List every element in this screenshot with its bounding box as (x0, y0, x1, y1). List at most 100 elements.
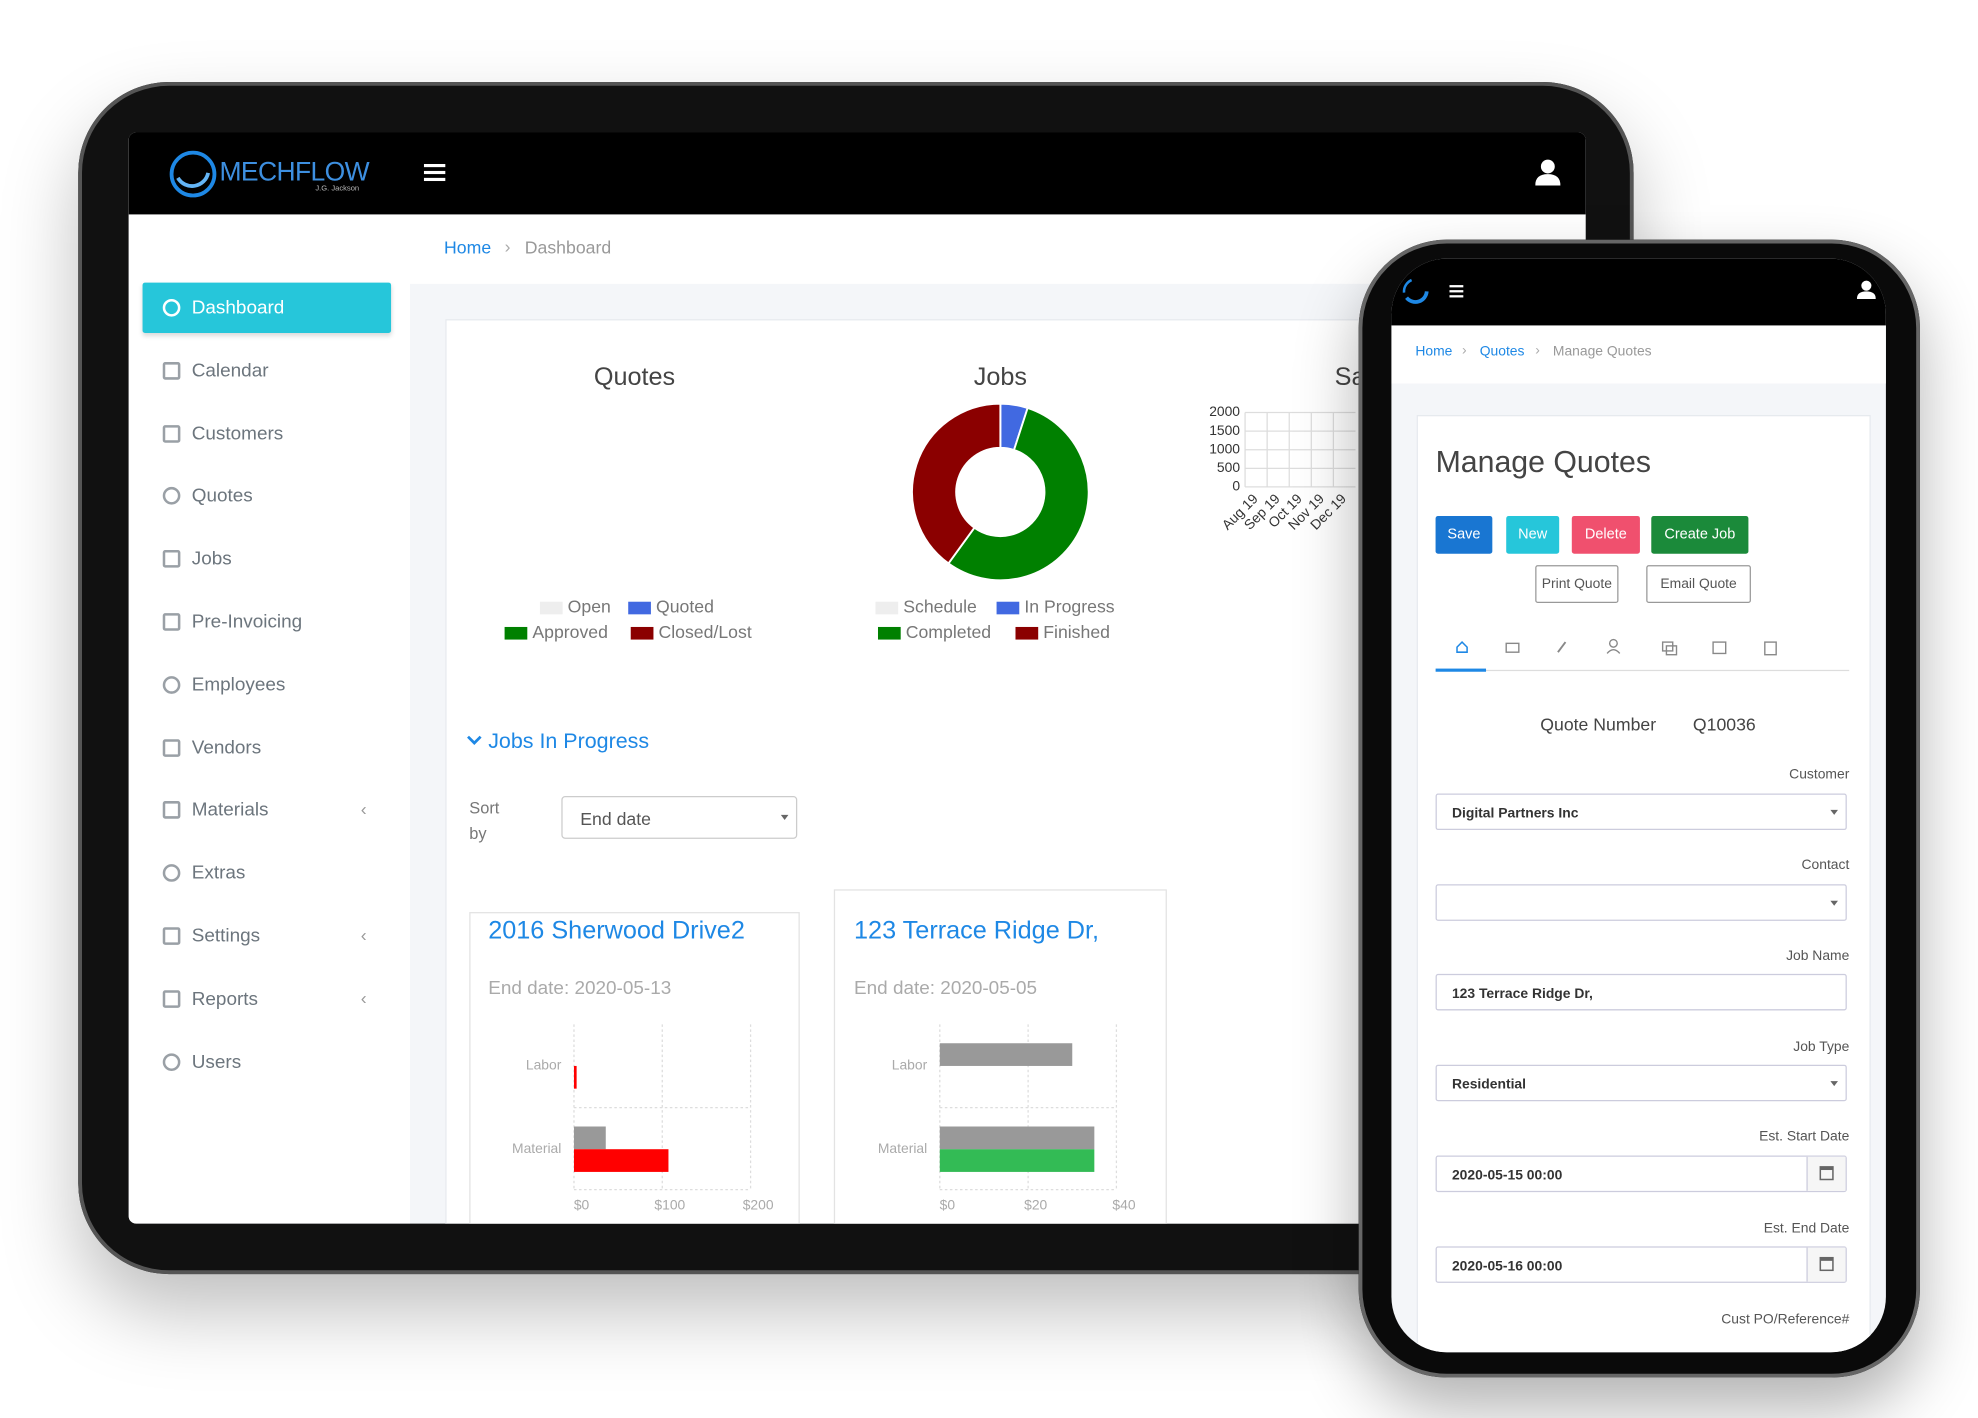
y-tick-label: 2000 (1209, 403, 1240, 419)
new-button[interactable]: New (1506, 515, 1560, 554)
menu-toggle[interactable] (423, 163, 447, 183)
chart-title: Jobs (974, 363, 1027, 391)
page-title: Manage Quotes (1435, 445, 1652, 480)
legend-swatch (539, 601, 563, 615)
nav-item[interactable]: Materials (191, 799, 269, 822)
legend-label: Open (568, 597, 611, 617)
select-caret (1830, 1081, 1838, 1087)
y-tick-label: 0 (1232, 478, 1240, 494)
legend-label: Closed/Lost (658, 622, 751, 642)
start-date-input[interactable]: 2020-05-15 00:00 (1435, 1155, 1847, 1193)
nav-item[interactable]: Customers (191, 422, 284, 445)
nav-item[interactable]: Reports (191, 988, 259, 1010)
job-end-date: End date: 2020-05-13 (488, 977, 672, 1000)
donut-segment (947, 406, 1090, 582)
breadcrumb-bar: Home › Quotes › Manage Quotes (1391, 325, 1886, 384)
calendar-button[interactable] (1806, 1156, 1846, 1191)
cust-po-label: Cust PO/Reference# (1721, 1311, 1850, 1328)
legend-label: Schedule (903, 597, 977, 617)
x-tick-label: $20 (1024, 1197, 1047, 1213)
breadcrumb-link[interactable]: Quotes (1479, 344, 1525, 360)
select-caret (1830, 809, 1838, 815)
calendar-button[interactable] (1806, 1247, 1846, 1282)
user-menu[interactable] (1856, 280, 1876, 300)
job-name-input[interactable]: 123 Terrace Ridge Dr, (1435, 973, 1847, 1011)
job-type-select[interactable]: Residential (1435, 1064, 1847, 1102)
menu-toggle[interactable] (1449, 284, 1464, 298)
legend-label: Approved (532, 622, 608, 642)
y-tick-label: Labor (892, 1057, 928, 1073)
y-tick-label: 1000 (1209, 440, 1240, 456)
end-date-input[interactable]: 2020-05-16 00:00 (1435, 1246, 1847, 1283)
breadcrumb-current: Dashboard (524, 237, 612, 258)
y-tick-label: 1500 (1209, 422, 1240, 438)
breadcrumb-link[interactable]: Home (1415, 344, 1453, 360)
x-tick-label: $0 (574, 1197, 590, 1213)
create-job-button[interactable]: Create Job (1651, 515, 1749, 554)
legend-swatch (1015, 626, 1039, 640)
breadcrumb-separator: › (1462, 343, 1467, 359)
customer-select[interactable]: Digital Partners Inc (1435, 793, 1847, 831)
nav-icon (162, 927, 181, 945)
nav-icon (162, 801, 181, 820)
job-title[interactable]: 2016 Sherwood Drive2 (488, 917, 745, 945)
job-title[interactable]: 123 Terrace Ridge Dr, (854, 917, 1099, 945)
section-title[interactable]: Jobs In Progress (488, 729, 650, 754)
x-tick-label: $0 (940, 1197, 956, 1213)
nav-item[interactable]: Users (191, 1050, 242, 1073)
nav-icon (162, 675, 181, 694)
sort-label: Sort by (469, 798, 500, 843)
donut-segment (911, 402, 1002, 565)
sort-value: End date (580, 808, 652, 829)
print-quote-button[interactable]: Print Quote (1535, 565, 1619, 603)
job-type-value: Residential (1451, 1077, 1526, 1093)
form-card (1416, 415, 1871, 1353)
breadcrumb-link[interactable]: Home (444, 237, 492, 258)
x-tick-label: $100 (654, 1197, 685, 1213)
sort-select[interactable]: End date (561, 795, 798, 839)
nav-icon (162, 864, 181, 883)
y-tick-label: Material (512, 1140, 561, 1156)
collapse-icon[interactable] (467, 734, 482, 747)
nav-item[interactable]: Jobs (191, 548, 232, 570)
start-date-label: Est. Start Date (1759, 1129, 1850, 1145)
legend-swatch (628, 601, 651, 615)
quote-number-label: Quote Number (1540, 713, 1657, 735)
nav-item[interactable]: Extras (191, 862, 246, 884)
active-nav-bg (142, 282, 392, 334)
form-tabs[interactable] (1435, 632, 1850, 675)
legend-label: Quoted (656, 597, 714, 617)
contact-select[interactable] (1435, 884, 1847, 921)
nav-item[interactable]: Quotes (191, 485, 253, 507)
chart-title: Quotes (594, 363, 675, 391)
phone-screen: Home › Quotes › Manage Quotes Manage Quo… (1391, 258, 1886, 1353)
email-quote-button[interactable]: Email Quote (1646, 565, 1751, 603)
bar (573, 1126, 606, 1150)
bar (573, 1149, 669, 1172)
breadcrumb-separator: › (504, 235, 511, 257)
job-name-label: Job Name (1786, 948, 1850, 964)
delete-button[interactable]: Delete (1571, 515, 1640, 554)
end-date-value: 2020-05-16 00:00 (1451, 1258, 1563, 1275)
logo-icon (1402, 278, 1429, 304)
nav-item[interactable]: Dashboard (191, 297, 285, 319)
logo-icon (169, 150, 217, 198)
breadcrumb-current: Manage Quotes (1552, 344, 1652, 360)
nav-icon (162, 424, 181, 443)
x-tick-label: $200 (743, 1197, 774, 1213)
nav-item[interactable]: Pre-Invoicing (191, 611, 303, 633)
nav-item[interactable]: Employees (191, 674, 286, 696)
submenu-arrow: ‹ (360, 799, 367, 820)
nav-icon (162, 613, 181, 631)
legend-swatch (504, 626, 528, 640)
nav-item[interactable]: Vendors (191, 736, 262, 759)
nav-item[interactable]: Settings (191, 925, 261, 947)
legend-swatch (630, 626, 654, 640)
save-button[interactable]: Save (1435, 515, 1493, 554)
user-menu[interactable] (1535, 159, 1561, 187)
legend-swatch (877, 626, 901, 640)
breadcrumb-separator: › (1535, 343, 1540, 359)
nav-item[interactable]: Calendar (191, 359, 269, 382)
bar (939, 1126, 1095, 1150)
